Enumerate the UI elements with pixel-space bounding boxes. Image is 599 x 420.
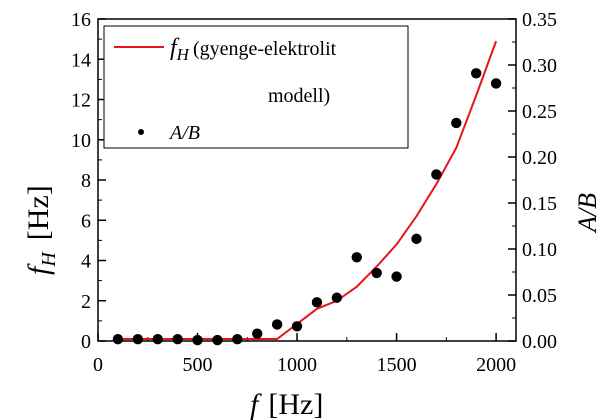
ab-data-point [451,117,462,129]
ab-data-point [252,328,263,339]
left-y-tick-label: 6 [81,210,91,232]
ab-data-point [212,334,223,346]
ab-data-point [470,68,482,79]
legend-fh-label-line2: modell) [268,85,330,107]
right-y-tick-label: 0.15 [522,193,557,215]
left-y-tick-label: 10 [71,130,91,152]
x-tick-label: 0 [93,354,103,376]
legend-fh-rest: (gyenge-elektrolit [193,38,337,60]
ab-data-point [331,292,343,303]
left-y-tick-label: 16 [71,9,91,31]
legend-fh-main: f [170,35,180,61]
left-y-axis-title-unit: [Hz] [22,185,55,240]
right-y-tick-label: 0.35 [522,9,557,31]
x-axis-title: f [Hz] [250,388,323,420]
left-y-axis-title: fH[Hz] [22,185,60,275]
ab-data-point [391,271,402,282]
legend-marker [138,129,144,135]
x-axis: 0 500 1000 1500 2000 [93,333,516,376]
ab-data-point [311,297,323,308]
ab-data-point [431,169,442,180]
left-y-axis: 0 2 4 6 8 10 12 14 16 [71,9,106,353]
right-y-axis: 0.00 0.05 0.10 0.15 0.20 0.25 0.30 0.35 [508,9,557,353]
right-y-tick-label: 0.25 [522,101,557,123]
right-y-axis-title: A/B [573,193,599,234]
right-y-tick-label: 0.05 [522,285,557,307]
right-y-tick-label: 0.30 [522,55,557,77]
ab-data-point [411,233,422,245]
left-y-tick-label: 12 [71,90,91,112]
ab-data-point [192,334,203,346]
legend-ab-label: A/B [168,122,200,144]
x-axis-title-unit: [Hz] [268,388,323,420]
left-y-tick-label: 2 [81,291,91,313]
ab-data-point [172,333,183,345]
ab-data-point [271,319,283,330]
ab-data-point [291,321,303,332]
x-tick-label: 1000 [277,354,317,376]
ab-data-point [152,333,163,345]
x-tick-label: 500 [183,354,213,376]
left-y-tick-label: 0 [81,331,91,353]
ab-data-point [371,267,382,279]
ab-data-point [112,333,124,345]
ab-data-point [351,252,362,263]
x-tick-label: 1500 [377,354,417,376]
left-y-axis-title-sub: H [38,251,60,268]
right-y-tick-label: 0.20 [522,147,557,169]
series-layer [112,40,502,346]
x-axis-title-main: f [250,388,262,420]
left-y-tick-label: 14 [71,49,91,71]
right-y-tick-label: 0.00 [522,331,557,353]
ab-data-point [232,333,243,345]
legend-fh-sub: H [176,45,191,64]
left-y-tick-label: 8 [81,170,91,192]
left-y-tick-label: 4 [81,251,91,273]
right-y-tick-label: 0.10 [522,239,557,261]
x-tick-label: 2000 [476,354,516,376]
legend-fh-label: fH (gyenge-elektrolit [170,35,337,64]
ab-data-point [490,78,502,89]
legend: fH (gyenge-elektrolit modell) A/B [103,25,409,149]
ab-data-point [132,333,144,345]
